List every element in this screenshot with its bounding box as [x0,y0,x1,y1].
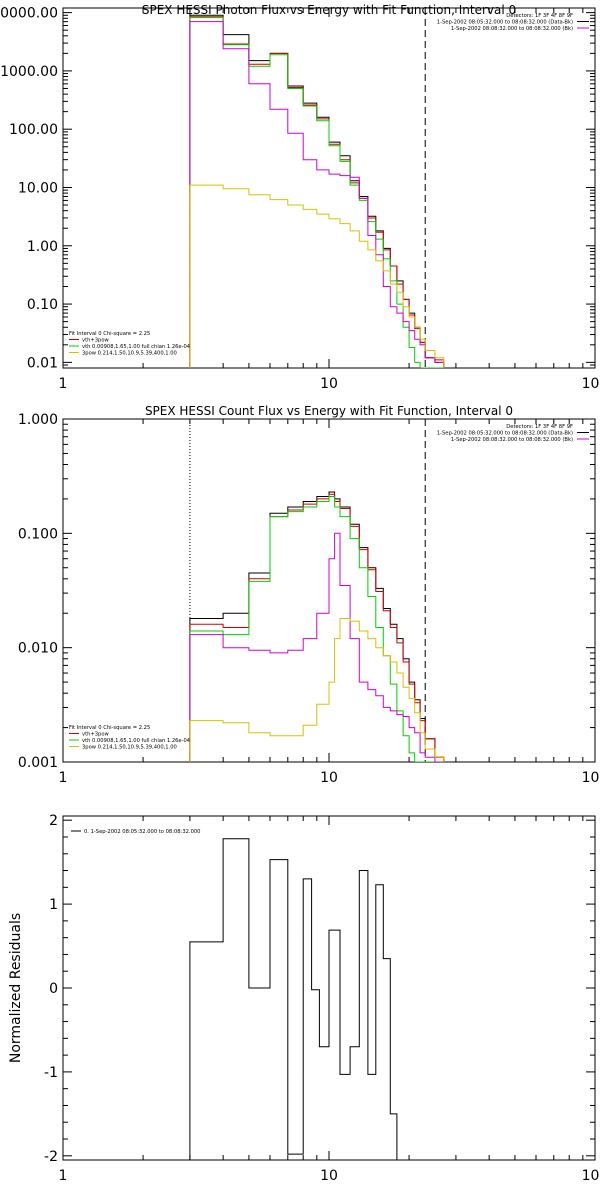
series-line-yellow [189,184,445,368]
y-tick-label: 0.100 [18,526,58,542]
y-tick-label: -1 [44,1065,58,1081]
series-line-yellow [189,618,445,762]
legend-label: vth+3pow [82,732,110,738]
y-tick-label: 0.01 [27,355,58,371]
header-annotation: 1-Sep-2002 08:05:32.000 to 08:08:32.000 … [437,20,573,26]
chart-panel-3: 1 10 100 -2 -1 0 1 2 Normalized Residuals 0. 1-Se… [8,813,600,1184]
y-tick-label: 1000.00 [0,64,58,80]
legend-label: vth 0.00908,1.65,1.00 full chian 1.26e-0… [82,738,191,744]
y-tick-label: 2 [49,813,58,829]
x-tick-label: 100 [582,376,600,392]
y-tick-label: 1.000 [18,412,58,428]
chart-title: SPEX HESSI Count Flux vs Energy with Fit… [145,404,513,418]
x-tick-label: 10 [320,1168,338,1184]
header-annotation: Detectors: 1F 3F 4F 8F 9F [506,424,573,430]
x-tick-label: 10 [320,770,338,786]
legend-label: vth 0.00908,1.65,1.00 full chian 1.26e-0… [82,344,191,350]
legend-label: 3pow 0.214,1.50,10.9,5.39,400,1.00 [82,745,177,751]
y-tick-label: 10000.00 [0,6,58,22]
x-tick-label: 100 [582,1168,600,1184]
series-line-black [189,14,445,368]
series-line-green [189,496,444,762]
x-tick-label: 100 [582,770,600,786]
series-line-magenta [189,532,444,762]
legend-title: Fit Interval 0 Chi-square = 2.25 [69,331,150,337]
series-line-black [189,491,445,762]
x-tick-label: 10 [320,376,338,392]
y-tick-label: 100.00 [9,122,58,138]
y-tick-label: 1.00 [27,239,58,255]
y-tick-label: 1 [49,897,58,913]
header-annotation: 1-Sep-2002 08:08:32.000 to 08:08:32.000 … [451,26,573,32]
plot-frame [62,7,596,369]
y-tick-label: 0.001 [18,755,58,771]
y-tick-label: -2 [44,1149,58,1165]
series-line-red [189,16,445,368]
legend-label: vth+3pow [82,338,110,344]
y-tick-label: 10.00 [18,180,58,196]
series-line-magenta [189,21,445,368]
y-axis-label: Normalized Residuals [8,913,24,1063]
legend-label: 0. 1-Sep-2002 08:05:32.000 to 08:08:32.0… [84,829,200,835]
header-annotation: 1-Sep-2002 08:08:32.000 to 08:08:32.000 … [451,437,573,443]
chart-panel-1: SPEX HESSI Photon Flux vs Energy with Fi… [0,3,600,392]
x-tick-label: 1 [59,1168,68,1184]
x-tick-label: 1 [59,770,68,786]
legend-label: 3pow 0.214,1.50,10.9,5.39,400,1.00 [82,351,177,357]
header-annotation: 1-Sep-2002 08:05:32.000 to 08:08:32.000 … [437,431,573,437]
y-tick-label: 0 [49,981,58,997]
chart-panel-2: SPEX HESSI Count Flux vs Energy with Fit… [18,404,600,786]
header-annotation: Detectors: 1F 3F 4F 8F 9F [506,13,573,19]
series-line-green [189,17,444,368]
y-tick-label: 0.10 [27,297,58,313]
x-tick-label: 1 [59,376,68,392]
legend-title: Fit Interval 0 Chi-square = 2.25 [69,725,150,731]
series-line-black [189,838,398,1160]
y-tick-label: 0.010 [18,641,58,657]
